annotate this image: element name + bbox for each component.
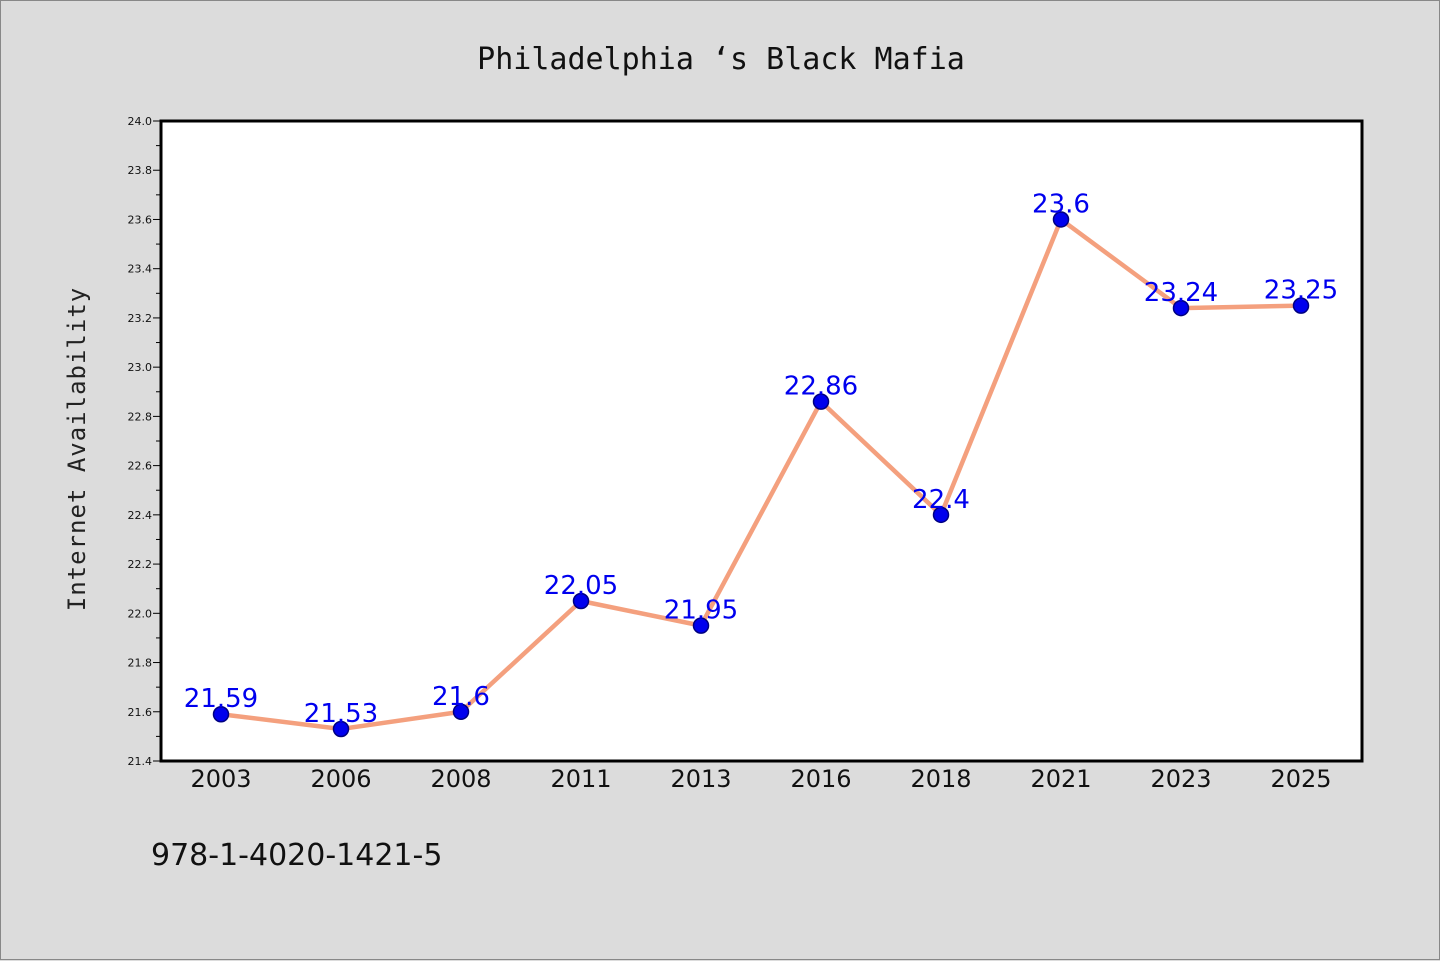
y-tick-label: 23.8: [128, 164, 153, 177]
y-tick-label: 24.0: [128, 115, 153, 128]
x-tick-label: 2025: [1270, 765, 1331, 793]
x-tick-label: 2008: [430, 765, 491, 793]
x-tick-label: 2023: [1150, 765, 1211, 793]
data-point: [812, 393, 830, 410]
chart-title: Philadelphia ‘s Black Mafia: [477, 42, 965, 77]
y-axis-label: Internet Availability: [63, 287, 91, 611]
y-tick-label: 22.4: [128, 509, 153, 522]
x-tick-label: 2021: [1030, 765, 1091, 793]
plot-border: [159, 119, 1364, 763]
y-tick-label: 23.0: [128, 361, 153, 374]
data-point: [572, 592, 590, 610]
data-label: 21.95: [664, 596, 738, 626]
y-tick-label: 22.0: [128, 607, 153, 620]
x-tick-label: 2003: [190, 765, 251, 793]
series-line: [220, 217, 1302, 732]
data-point: [932, 506, 950, 524]
x-tick-label: 2013: [670, 765, 731, 793]
data-label: 23.25: [1264, 276, 1338, 306]
data-label: 22.05: [544, 571, 618, 601]
plot-area: [161, 121, 1362, 761]
y-tick-label: 21.4: [128, 755, 153, 768]
data-point: [1052, 211, 1070, 228]
y-tick-label: 21.8: [128, 657, 153, 670]
data-point: [212, 705, 230, 723]
y-tick-label: 23.4: [128, 263, 153, 276]
data-point: [1172, 299, 1190, 317]
x-tick-label: 2006: [310, 765, 371, 793]
x-tick-label: 2018: [910, 765, 971, 793]
data-point: [332, 720, 350, 738]
y-tick-label: 23.2: [128, 312, 153, 325]
y-tick-label: 21.6: [128, 706, 153, 719]
data-point: [452, 703, 470, 721]
footnote-text: 978-1-4020-1421-5: [151, 838, 442, 873]
data-label: 22.4: [912, 485, 970, 515]
data-label: 23.6: [1032, 189, 1090, 219]
data-label: 21.53: [304, 699, 378, 729]
y-tick-label: 22.2: [128, 558, 153, 571]
y-tick-label: 22.6: [128, 460, 153, 473]
data-point: [692, 617, 710, 634]
data-label: 23.24: [1144, 278, 1218, 308]
y-tick-label: 23.6: [128, 213, 153, 226]
x-tick-label: 2016: [790, 765, 851, 793]
data-point: [1292, 297, 1310, 314]
data-label: 22.86: [784, 372, 858, 402]
y-tick-label: 22.8: [128, 410, 153, 423]
data-label: 21.59: [184, 684, 258, 714]
data-label: 21.6: [432, 682, 490, 712]
x-tick-label: 2011: [550, 765, 611, 793]
